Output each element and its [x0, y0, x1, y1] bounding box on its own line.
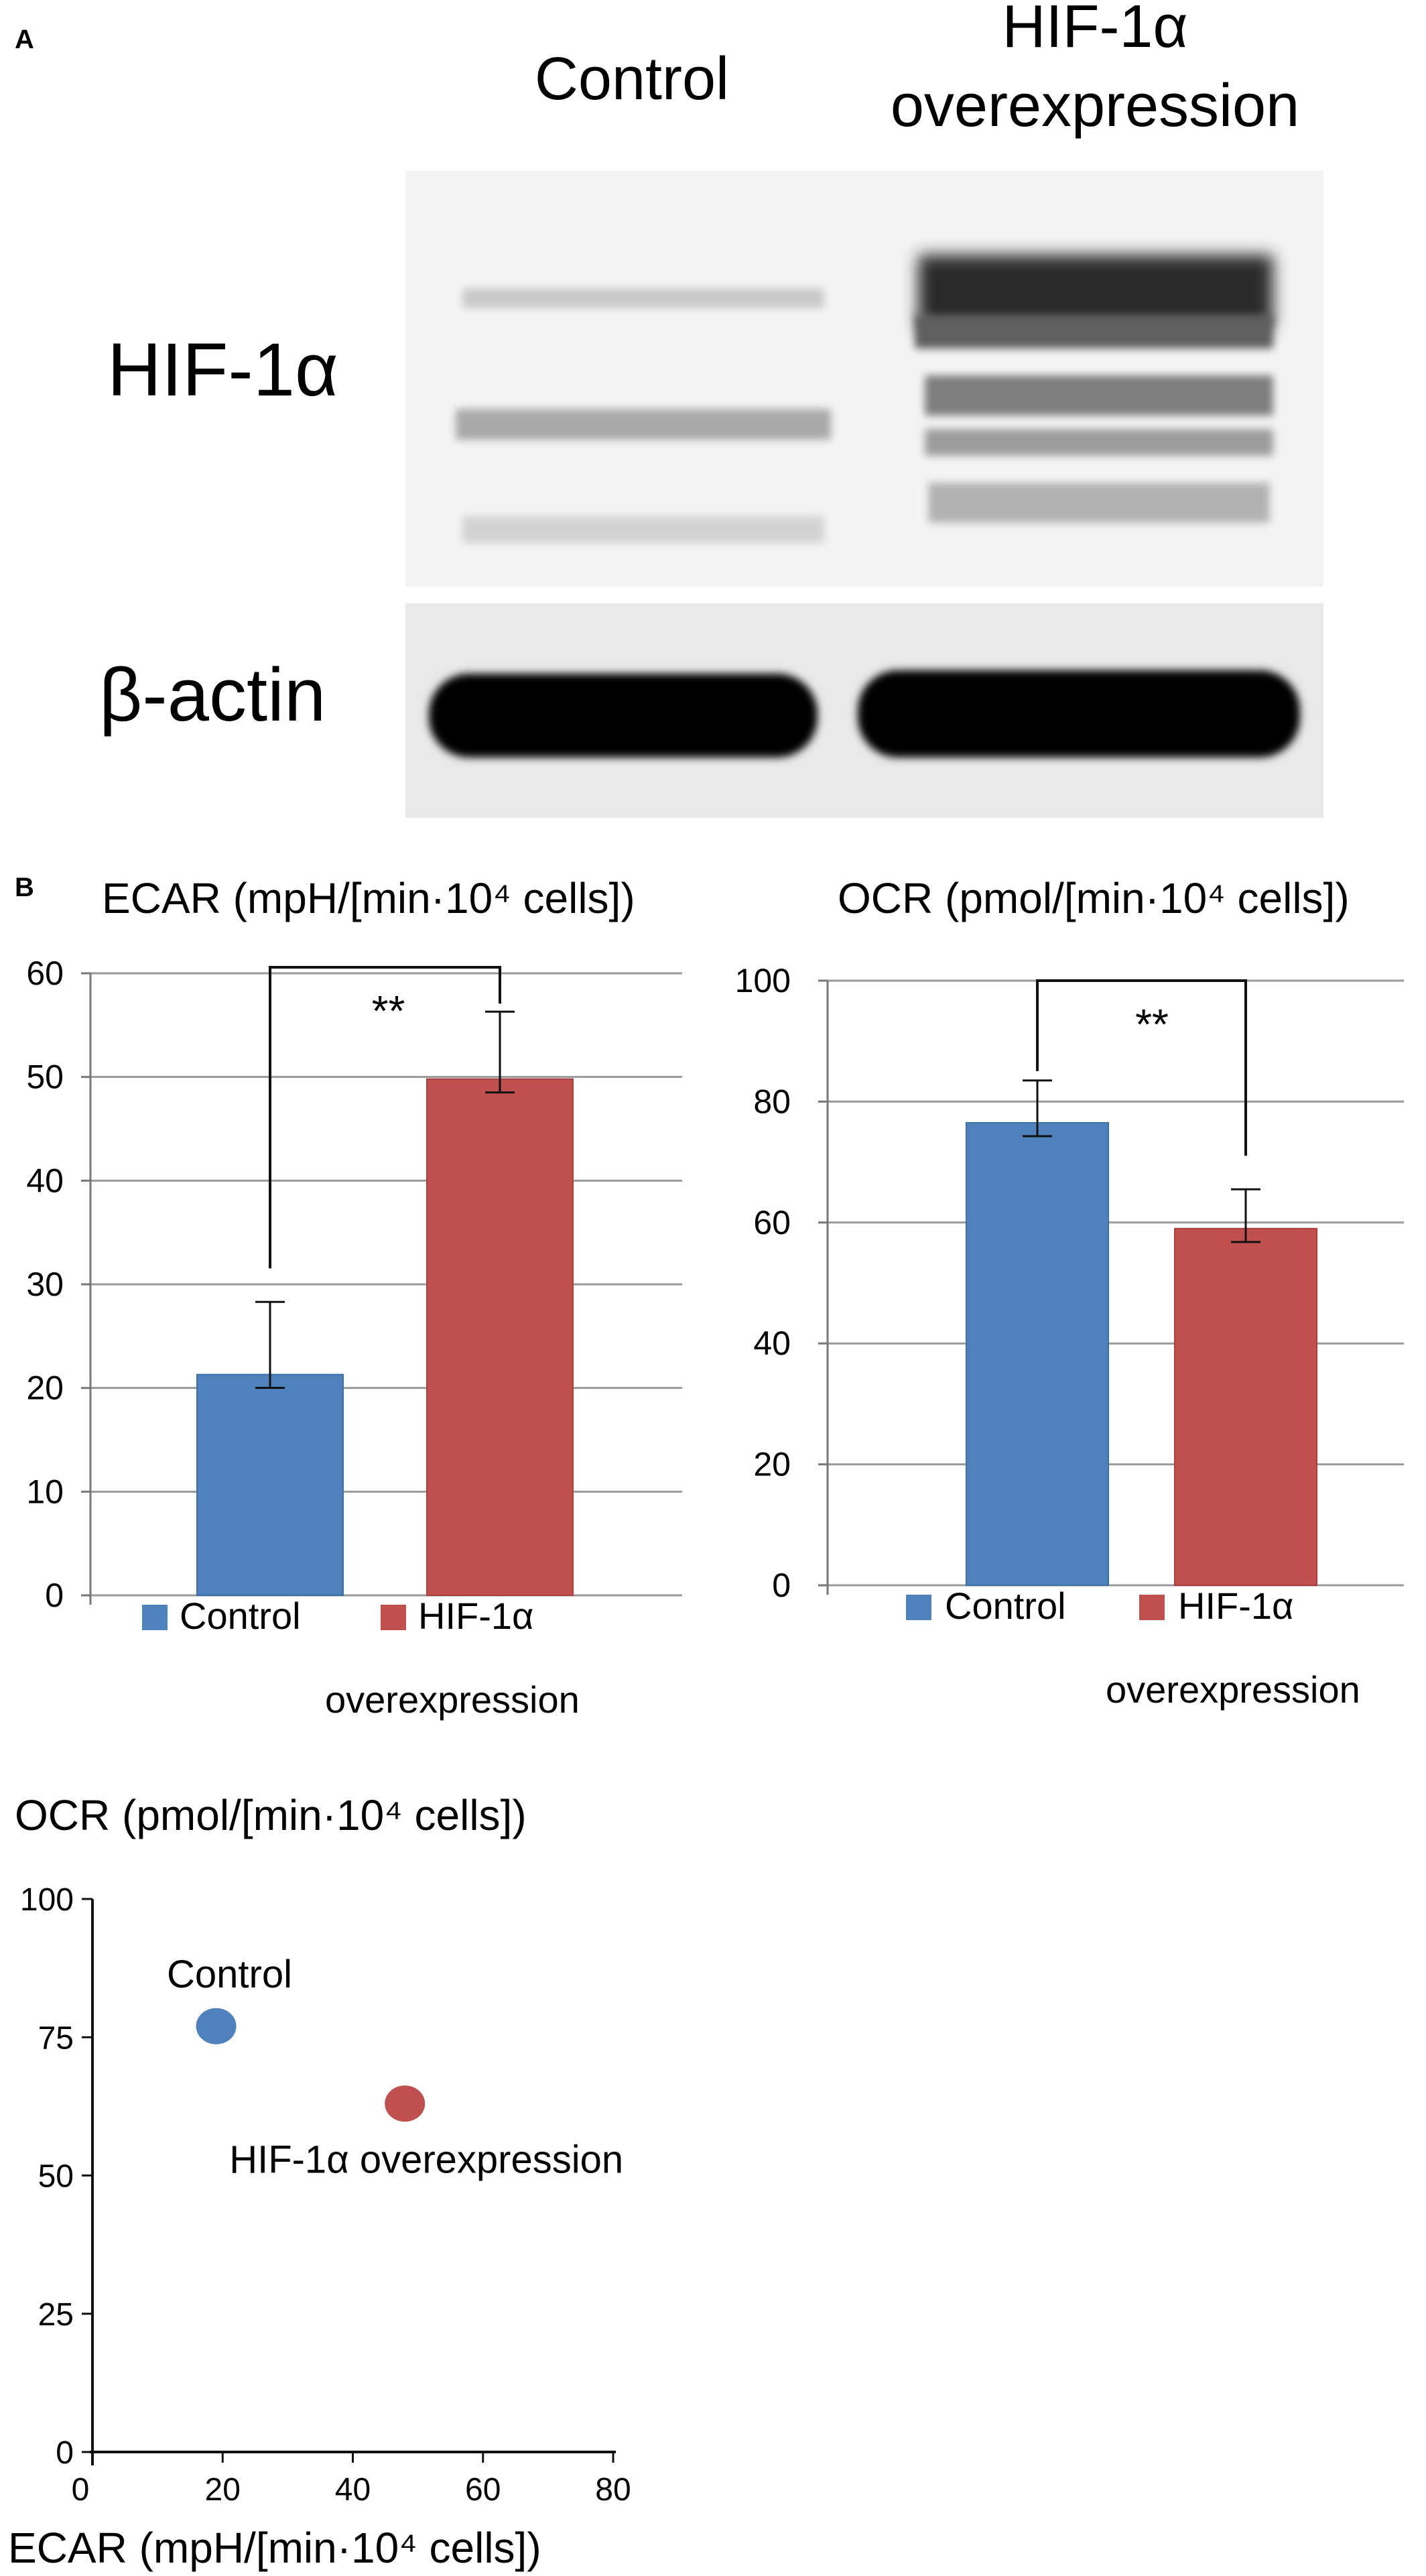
scatter-point	[196, 2008, 237, 2044]
y-tick-label: 10	[26, 1473, 64, 1510]
y-tick-label: 30	[26, 1266, 64, 1303]
x-tick-label: 40	[335, 2472, 371, 2508]
point-label: Control	[167, 1953, 292, 1996]
y-tick-label: 20	[26, 1369, 64, 1407]
ocr-ecar-scatter: OCR (pmol/[min·10⁴ cells]) ECAR (mpH/[mi…	[8, 1791, 631, 2572]
y-tick-label: 50	[38, 2159, 74, 2195]
significance-bracket	[269, 966, 501, 1269]
ocr-bar-chart: OCR (pmol/[min·10⁴ cells]) 0 20 40 60 80 100 *…	[735, 874, 1404, 1711]
row-label-hif1a: HIF-1α	[107, 328, 338, 412]
significance-bracket	[1036, 979, 1247, 1156]
panel-b-label: B	[15, 873, 34, 902]
panel-a-label: A	[15, 25, 34, 54]
legend-swatch	[381, 1605, 406, 1630]
beta-actin-blot-image	[405, 603, 1323, 818]
x-tick-label: 80	[595, 2472, 631, 2508]
bar	[196, 1373, 344, 1597]
legend-label: HIF-1α	[418, 1595, 533, 1637]
y-tick-label: 0	[772, 1567, 791, 1604]
y-tick-label: 60	[753, 1204, 791, 1241]
hif1a-blot-image	[405, 171, 1323, 587]
y-tick-label: 60	[26, 955, 64, 992]
scatter-xlabel: ECAR (mpH/[min·10⁴ cells])	[8, 2524, 541, 2572]
x-tick-label: 0	[72, 2472, 90, 2508]
y-tick-label: 40	[753, 1325, 791, 1362]
bar	[426, 1078, 574, 1596]
legend-swatch	[142, 1605, 168, 1630]
lane-label-control: Control	[535, 46, 729, 113]
y-tick-label: 0	[45, 1577, 64, 1614]
ocr-chart-title: OCR (pmol/[min·10⁴ cells])	[838, 874, 1350, 922]
y-tick-label: 40	[26, 1162, 64, 1199]
y-tick-label: 0	[56, 2435, 74, 2471]
legend-label: overexpression	[1106, 1668, 1360, 1711]
legend-label: Control	[180, 1595, 301, 1637]
y-tick-label: 75	[38, 2020, 74, 2056]
y-tick-label: 50	[26, 1058, 64, 1096]
ecar-bar-chart: ECAR (mpH/[min·10⁴ cells]) 0 10 20 30 40 50 60…	[26, 874, 682, 1721]
y-tick-label: 100	[20, 1882, 74, 1918]
point-label: HIF-1α overexpression	[229, 2138, 623, 2181]
bar	[1174, 1227, 1317, 1586]
legend-swatch	[906, 1595, 931, 1620]
y-tick-label: 25	[38, 2297, 74, 2333]
y-tick-label: 100	[735, 962, 791, 999]
legend-label: HIF-1α	[1178, 1585, 1293, 1627]
significance-stars: **	[372, 987, 405, 1035]
scatter-point	[385, 2085, 426, 2122]
x-tick-label: 20	[205, 2472, 241, 2508]
bar	[966, 1121, 1109, 1586]
row-label-beta-actin: β-actin	[99, 653, 326, 737]
ecar-chart-title: ECAR (mpH/[min·10⁴ cells])	[102, 874, 635, 922]
scatter-ylabel: OCR (pmol/[min·10⁴ cells])	[15, 1791, 527, 1839]
x-tick-label: 60	[465, 2472, 501, 2508]
lane-label-hif-line2: overexpression	[891, 72, 1299, 139]
significance-stars: **	[1135, 1000, 1169, 1048]
legend-label: Control	[945, 1585, 1066, 1627]
legend-swatch	[1139, 1595, 1165, 1620]
y-tick-label: 80	[753, 1083, 791, 1120]
y-tick-label: 20	[753, 1446, 791, 1483]
legend-label: overexpression	[325, 1678, 580, 1721]
lane-label-hif-line1: HIF-1α	[1002, 0, 1187, 60]
